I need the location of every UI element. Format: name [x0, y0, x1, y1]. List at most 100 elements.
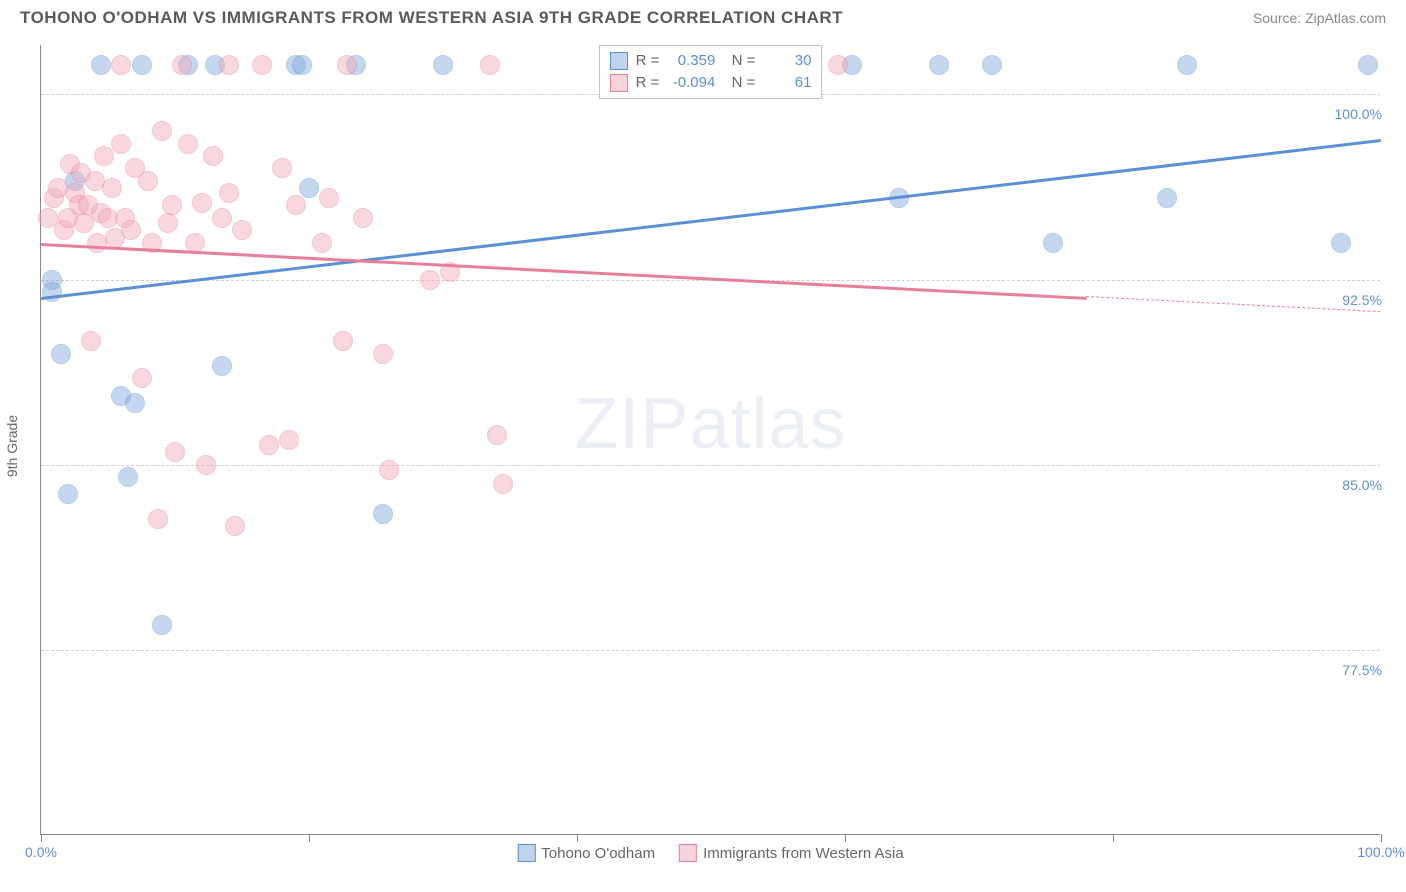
y-axis-label: 9th Grade: [4, 415, 20, 477]
data-point: [353, 208, 373, 228]
data-point: [272, 158, 292, 178]
x-tick: [845, 834, 846, 842]
x-tick: [1113, 834, 1114, 842]
legend-swatch: [610, 52, 628, 70]
x-tick: [1381, 834, 1382, 842]
data-point: [132, 368, 152, 388]
data-point: [286, 195, 306, 215]
r-label: R =: [636, 72, 660, 94]
legend-label: Immigrants from Western Asia: [703, 845, 904, 862]
gridline: [41, 650, 1380, 651]
data-point: [219, 183, 239, 203]
data-point: [152, 615, 172, 635]
data-point: [312, 233, 332, 253]
legend-swatch: [679, 844, 697, 862]
scatter-chart: ZIPatlas 77.5%85.0%92.5%100.0%0.0%100.0%…: [40, 45, 1380, 835]
data-point: [929, 55, 949, 75]
data-point: [493, 474, 513, 494]
data-point: [212, 208, 232, 228]
data-point: [125, 393, 145, 413]
data-point: [158, 213, 178, 233]
data-point: [165, 442, 185, 462]
data-point: [132, 55, 152, 75]
data-point: [58, 484, 78, 504]
data-point: [480, 55, 500, 75]
r-value: -0.094: [667, 72, 715, 94]
data-point: [111, 134, 131, 154]
data-point: [333, 331, 353, 351]
data-point: [152, 121, 172, 141]
data-point: [1358, 55, 1378, 75]
legend-label: Tohono O'odham: [541, 845, 655, 862]
trend-line: [41, 243, 1086, 299]
data-point: [91, 55, 111, 75]
data-point: [828, 55, 848, 75]
legend-swatch: [517, 844, 535, 862]
data-point: [148, 509, 168, 529]
legend-row: R = -0.094 N = 61: [610, 72, 812, 94]
data-point: [51, 344, 71, 364]
data-point: [162, 195, 182, 215]
x-tick: [577, 834, 578, 842]
legend-item: Immigrants from Western Asia: [679, 844, 904, 862]
data-point: [337, 55, 357, 75]
legend-item: Tohono O'odham: [517, 844, 655, 862]
data-point: [420, 270, 440, 290]
data-point: [279, 430, 299, 450]
data-point: [373, 344, 393, 364]
data-point: [252, 55, 272, 75]
r-label: R =: [636, 50, 660, 72]
x-tick: [309, 834, 310, 842]
trend-line: [41, 139, 1381, 299]
data-point: [379, 460, 399, 480]
data-point: [1177, 55, 1197, 75]
n-label: N =: [723, 72, 755, 94]
y-tick-label: 85.0%: [1342, 477, 1382, 493]
data-point: [196, 455, 216, 475]
x-tick-label: 0.0%: [25, 844, 57, 860]
legend-stats: R = 0.359 N = 30 R = -0.094 N = 61: [599, 45, 823, 99]
x-tick: [41, 834, 42, 842]
x-tick-label: 100.0%: [1357, 844, 1404, 860]
data-point: [192, 193, 212, 213]
data-point: [487, 425, 507, 445]
legend-series: Tohono O'odham Immigrants from Western As…: [517, 844, 903, 862]
data-point: [185, 233, 205, 253]
data-point: [203, 146, 223, 166]
data-point: [178, 134, 198, 154]
data-point: [319, 188, 339, 208]
gridline: [41, 465, 1380, 466]
y-tick-label: 92.5%: [1342, 292, 1382, 308]
data-point: [212, 356, 232, 376]
data-point: [118, 467, 138, 487]
data-point: [433, 55, 453, 75]
data-point: [94, 146, 114, 166]
data-point: [1043, 233, 1063, 253]
data-point: [982, 55, 1002, 75]
data-point: [102, 178, 122, 198]
data-point: [225, 516, 245, 536]
trend-line: [1086, 296, 1381, 312]
n-label: N =: [723, 50, 755, 72]
data-point: [299, 178, 319, 198]
watermark: ZIPatlas: [574, 383, 846, 465]
n-value: 61: [763, 72, 811, 94]
data-point: [1331, 233, 1351, 253]
data-point: [219, 55, 239, 75]
legend-swatch: [610, 74, 628, 92]
data-point: [1157, 188, 1177, 208]
chart-title: TOHONO O'ODHAM VS IMMIGRANTS FROM WESTER…: [20, 8, 843, 28]
data-point: [232, 220, 252, 240]
data-point: [292, 55, 312, 75]
chart-source: Source: ZipAtlas.com: [1253, 10, 1386, 26]
data-point: [81, 331, 101, 351]
data-point: [172, 55, 192, 75]
r-value: 0.359: [667, 50, 715, 72]
data-point: [259, 435, 279, 455]
data-point: [121, 220, 141, 240]
data-point: [138, 171, 158, 191]
data-point: [373, 504, 393, 524]
legend-row: R = 0.359 N = 30: [610, 50, 812, 72]
n-value: 30: [763, 50, 811, 72]
data-point: [111, 55, 131, 75]
